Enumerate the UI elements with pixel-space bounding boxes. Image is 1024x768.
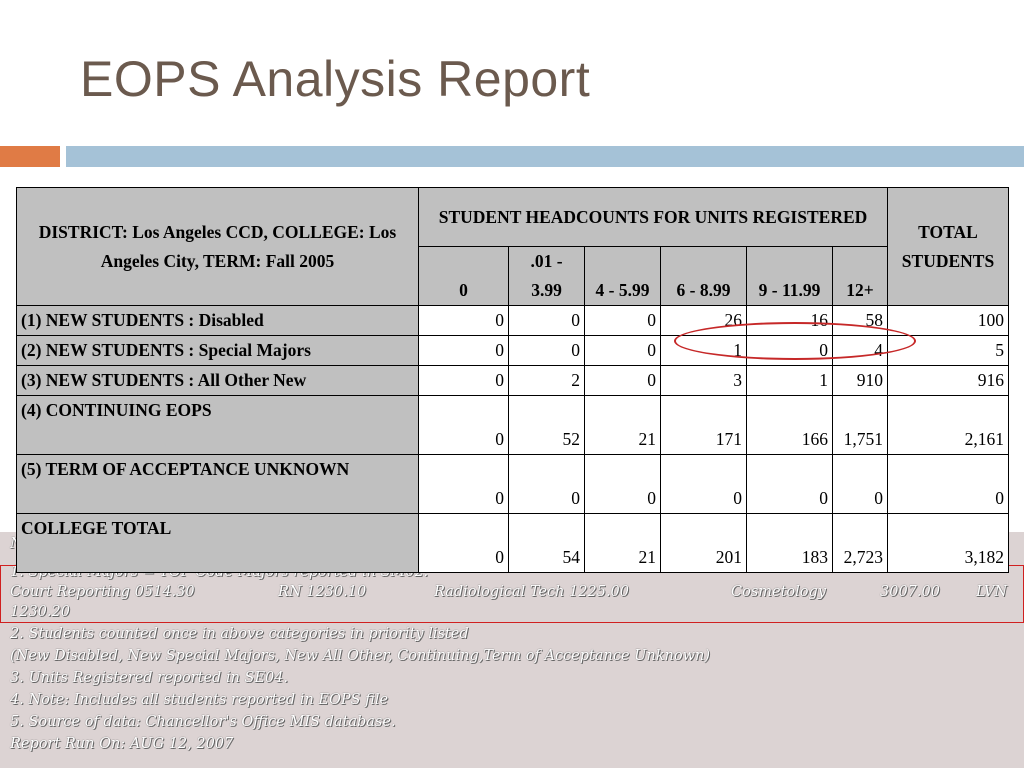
note-line-5: 5. Source of data: Chancellor's Office M… xyxy=(10,714,396,730)
cell: 0 xyxy=(418,395,509,455)
page-title: EOPS Analysis Report xyxy=(80,51,591,107)
cell: 1,751 xyxy=(832,395,888,455)
table-corner-header: DISTRICT: Los Angeles CCD, COLLEGE: Los … xyxy=(16,187,419,306)
headcount-table: DISTRICT: Los Angeles CCD, COLLEGE: Los … xyxy=(16,187,1009,573)
cell: 1 xyxy=(660,335,747,366)
accent-bar-orange xyxy=(0,146,60,167)
cell: 0 xyxy=(584,335,661,366)
note-line-2: 2. Students counted once in above catego… xyxy=(10,626,469,642)
col-header-3: 6 - 8.99 xyxy=(660,246,747,306)
note-line-3: 3. Units Registered reported in SE04. xyxy=(10,670,289,686)
cell: 4 xyxy=(832,335,888,366)
cell: 0 xyxy=(584,305,661,336)
cell: 0 xyxy=(832,454,888,514)
table-row: COLLEGE TOTAL 0 54 21 201 183 2,723 3,18… xyxy=(16,513,1009,573)
row-total: 2,161 xyxy=(887,395,1009,455)
row-total: 100 xyxy=(887,305,1009,336)
cell: 0 xyxy=(584,454,661,514)
cell: 58 xyxy=(832,305,888,336)
row-label: (3) NEW STUDENTS : All Other New xyxy=(16,365,419,396)
row-label: (5) TERM OF ACCEPTANCE UNKNOWN xyxy=(16,454,419,514)
major-cosmetology: Cosmetology xyxy=(731,584,826,600)
major-cosmetology-code: 3007.00 xyxy=(880,584,940,600)
cell: 52 xyxy=(508,395,585,455)
cell: 0 xyxy=(508,305,585,336)
row-total: 0 xyxy=(887,454,1009,514)
row-label: COLLEGE TOTAL xyxy=(16,513,419,573)
cell: 26 xyxy=(660,305,747,336)
row-total: 3,182 xyxy=(887,513,1009,573)
col-header-4: 9 - 11.99 xyxy=(746,246,833,306)
cell: 0 xyxy=(746,454,833,514)
table-row: (3) NEW STUDENTS : All Other New 0 2 0 3… xyxy=(16,365,1009,396)
major-rn: RN 1230.10 xyxy=(278,584,367,600)
cell: 183 xyxy=(746,513,833,573)
cell: 171 xyxy=(660,395,747,455)
cell: 0 xyxy=(508,335,585,366)
cell: 0 xyxy=(418,454,509,514)
note-line-4: 4. Note: Includes all students reported … xyxy=(10,692,389,708)
cell: 3 xyxy=(660,365,747,396)
major-lvn: LVN xyxy=(976,584,1008,600)
note-report-run: Report Run On: AUG 12, 2007 xyxy=(10,736,234,752)
row-label: (2) NEW STUDENTS : Special Majors xyxy=(16,335,419,366)
cell: 16 xyxy=(746,305,833,336)
cell: 0 xyxy=(584,365,661,396)
col-header-2: 4 - 5.99 xyxy=(584,246,661,306)
row-label: (1) NEW STUDENTS : Disabled xyxy=(16,305,419,336)
cell: 0 xyxy=(418,365,509,396)
row-label: (4) CONTINUING EOPS xyxy=(16,395,419,455)
note-line-priority: (New Disabled, New Special Majors, New A… xyxy=(10,648,710,664)
cell: 54 xyxy=(508,513,585,573)
cell: 0 xyxy=(418,305,509,336)
cell: 910 xyxy=(832,365,888,396)
col-header-1: .01 - 3.99 xyxy=(508,246,585,306)
table-row: (4) CONTINUING EOPS 0 52 21 171 166 1,75… xyxy=(16,395,1009,455)
cell: 2,723 xyxy=(832,513,888,573)
cell: 0 xyxy=(418,513,509,573)
cell: 21 xyxy=(584,395,661,455)
table-row: (5) TERM OF ACCEPTANCE UNKNOWN 0 0 0 0 0… xyxy=(16,454,1009,514)
major-court-reporting: Court Reporting 0514.30 xyxy=(10,584,195,600)
table-row: (2) NEW STUDENTS : Special Majors 0 0 0 … xyxy=(16,335,1009,366)
cell: 2 xyxy=(508,365,585,396)
cell: 0 xyxy=(508,454,585,514)
cell: 166 xyxy=(746,395,833,455)
row-total: 916 xyxy=(887,365,1009,396)
total-students-header: TOTAL STUDENTS xyxy=(887,187,1009,306)
col-header-0: 0 xyxy=(418,246,509,306)
units-group-header: STUDENT HEADCOUNTS FOR UNITS REGISTERED xyxy=(418,187,888,247)
accent-bar-blue xyxy=(66,146,1024,167)
table-row: (1) NEW STUDENTS : Disabled 0 0 0 26 16 … xyxy=(16,305,1009,336)
cell: 21 xyxy=(584,513,661,573)
cell: 1 xyxy=(746,365,833,396)
row-total: 5 xyxy=(887,335,1009,366)
cell: 201 xyxy=(660,513,747,573)
cell: 0 xyxy=(660,454,747,514)
cell: 0 xyxy=(746,335,833,366)
cell: 0 xyxy=(418,335,509,366)
col-header-5: 12+ xyxy=(832,246,888,306)
major-lvn-code: 1230.20 xyxy=(10,604,70,620)
major-radiological: Radiological Tech 1225.00 xyxy=(434,584,629,600)
